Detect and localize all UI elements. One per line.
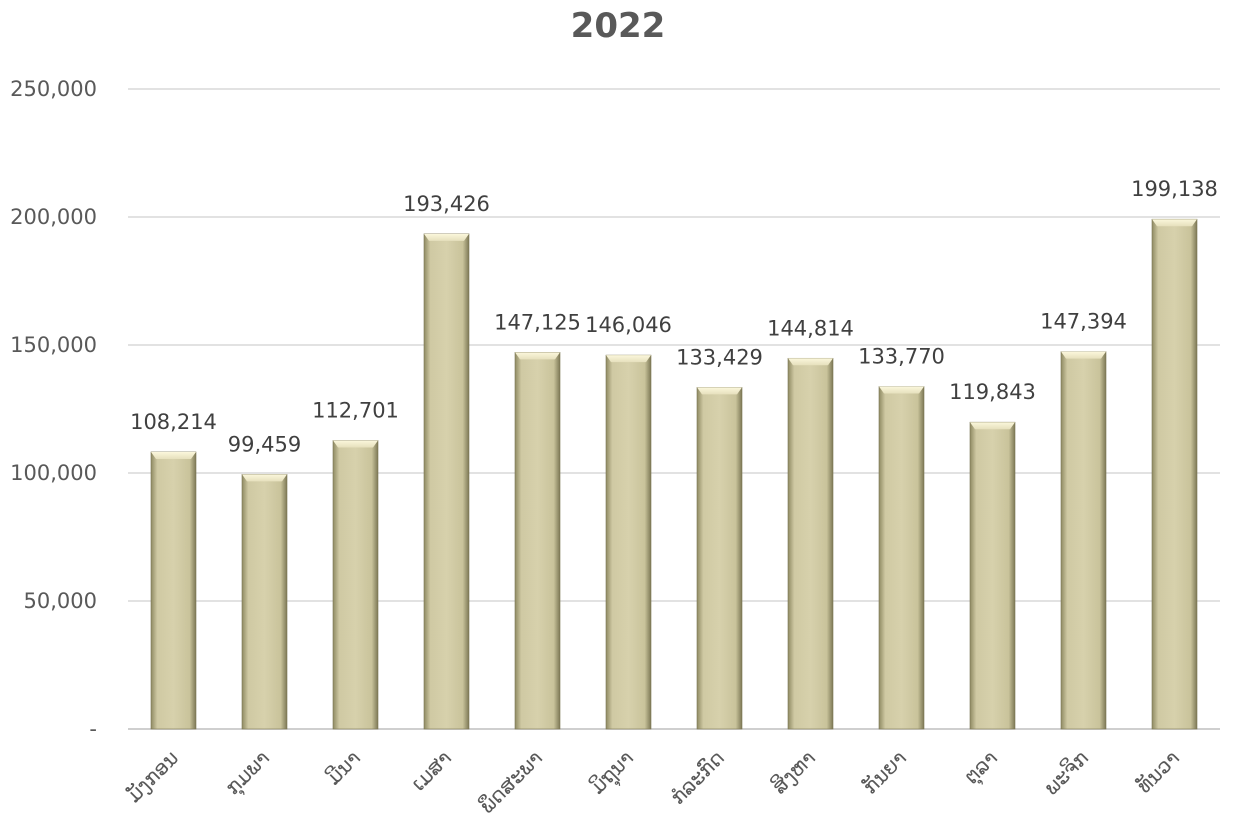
bar-body [332,440,379,730]
data-label: 146,046 [585,313,672,337]
data-label: 147,125 [494,310,581,334]
bar [423,233,470,730]
bar-bevel [333,440,378,448]
bar [150,451,197,730]
data-label: 99,459 [228,432,301,456]
bar-bevel [1152,219,1197,227]
x-tick-label: ເມສາ [406,746,456,796]
x-tick-label: ພະຈິກ [1039,745,1093,799]
bar-body [150,451,197,730]
bar-bevel [151,451,196,459]
bar-body [241,474,288,730]
x-tick-label: ສິງຫາ [767,745,820,798]
x-axis-category-labels: ມັງກອນ ກຸມພາ ມີນາ ເມສາ ພຶດສະພາ ມິຖຸນາ ກໍລະກົດ ສ… [122,745,1184,818]
bar-bevel [242,474,287,482]
bar [1151,218,1198,730]
data-label: 144,814 [767,316,854,340]
y-tick-label: 150,000 [10,333,97,357]
y-tick-label: - [89,717,97,741]
x-tick-label: ຕຸລາ [959,746,1003,790]
bar-bevel [970,422,1015,430]
bar-bevel [879,386,924,394]
bar [514,352,561,730]
x-tick-label: ກໍລະກົດ [666,746,730,810]
bar [1060,351,1107,730]
data-label: 108,214 [130,410,217,434]
bar-body [878,386,925,730]
bars [150,218,1198,730]
y-axis-tick-labels: - 50,000 100,000 150,000 200,000 250,000 [10,77,97,741]
bar-bevel [424,233,469,241]
x-tick-label: ມິຖຸນາ [585,746,641,802]
x-tick-label: ພຶດສະພາ [475,746,547,818]
bar-body [787,357,834,730]
bar-bevel [1061,351,1106,359]
bar-bevel [515,352,560,360]
data-labels: 108,214 99,459 112,701 193,426 147,125 146,04… [130,177,1218,456]
data-label: 193,426 [403,192,490,216]
bar [878,386,925,730]
bar [969,421,1016,730]
x-tick-label: ມັງກອນ [122,746,183,807]
data-label: 199,138 [1131,177,1218,201]
bar-body [1060,351,1107,730]
bar-bevel [788,358,833,366]
chart-title: 2022 [571,6,666,46]
data-label: 133,429 [676,345,763,369]
bar-body [696,387,743,730]
bar [332,440,379,730]
y-tick-label: 100,000 [10,461,97,485]
x-tick-label: ມີນາ [321,746,365,790]
y-tick-label: 200,000 [10,205,97,229]
gridlines [128,88,1220,730]
bar [696,387,743,730]
x-tick-label: ກັນຍາ [858,746,911,799]
bar [605,354,652,730]
y-tick-label: 250,000 [10,77,97,101]
bar-bevel [606,355,651,363]
bar-body [423,233,470,730]
y-tick-label: 50,000 [24,589,97,613]
bar-body [1151,218,1198,730]
x-tick-label: ທັນວາ [1132,746,1184,798]
data-label: 112,701 [312,398,399,422]
bar [241,474,288,730]
bar-body [605,354,652,730]
data-label: 147,394 [1040,310,1127,334]
x-tick-label: ກຸມພາ [220,746,275,801]
bar-body [514,352,561,730]
data-label: 133,770 [858,345,945,369]
bar-bevel [697,387,742,395]
bar-body [969,421,1016,730]
bar [787,357,834,730]
data-label: 119,843 [949,380,1036,404]
